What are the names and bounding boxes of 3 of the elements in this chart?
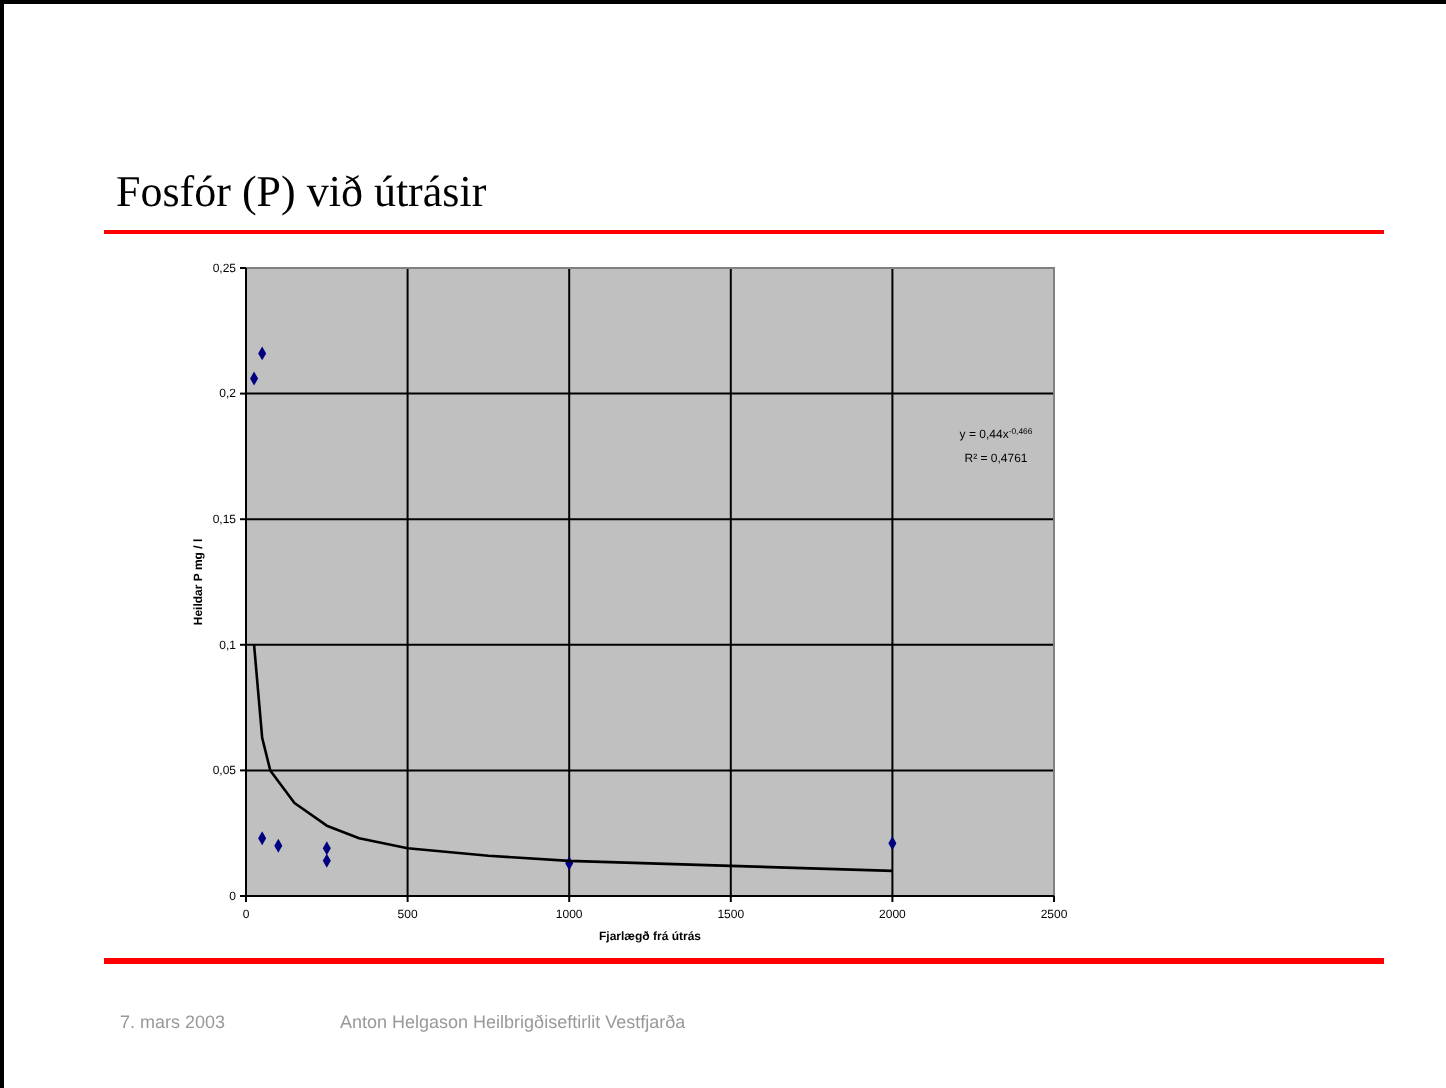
text: Anton Helgason Heilbrigðiseftirlit Vestfjarða: [340, 1012, 686, 1032]
chart-title: Fosfór (P) við útrásir: [116, 166, 488, 216]
text: 7. mars 2003: [120, 1012, 226, 1032]
